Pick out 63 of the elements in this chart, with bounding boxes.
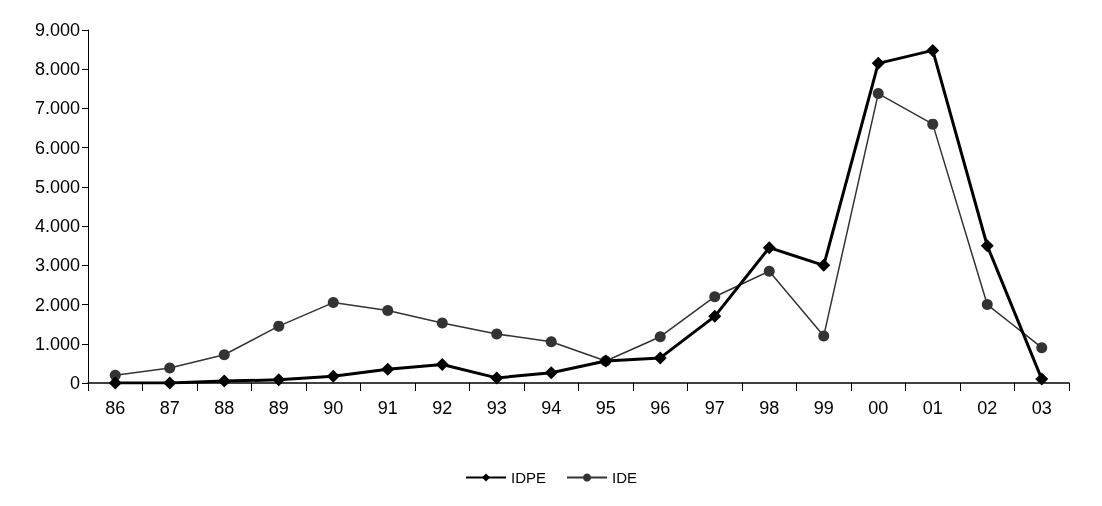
- point: [163, 376, 177, 390]
- x-tick-label: 01: [922, 398, 943, 418]
- point: [327, 297, 339, 309]
- point: [1035, 372, 1049, 386]
- point: [708, 309, 722, 323]
- y-tick-label: 8.000: [34, 59, 80, 80]
- point: [490, 371, 504, 385]
- point: [872, 88, 884, 100]
- point: [326, 369, 340, 383]
- point: [653, 351, 667, 365]
- point: [980, 239, 994, 253]
- x-tick-label: 99: [813, 398, 834, 418]
- x-tick-label: 03: [1031, 398, 1052, 418]
- legend-label: IDE: [612, 469, 638, 486]
- x-tick-label: 00: [868, 398, 889, 418]
- point: [436, 317, 448, 329]
- y-tick-label: 9.000: [34, 20, 80, 40]
- x-tick-label: 89: [268, 398, 289, 418]
- point: [927, 118, 939, 130]
- x-tick-label: 94: [541, 398, 562, 418]
- x-tick-label: 87: [159, 398, 180, 418]
- legend-label: IDPE: [510, 469, 547, 486]
- x-tick-label: 90: [323, 398, 344, 418]
- x-tick-label: 86: [105, 398, 126, 418]
- point: [218, 349, 230, 361]
- point: [871, 56, 885, 70]
- point: [762, 241, 776, 255]
- y-tick-label: 0: [69, 373, 80, 393]
- point: [545, 336, 557, 348]
- y-tick-label: 5.000: [34, 176, 80, 197]
- point: [381, 362, 395, 376]
- y-tick-label: 6.000: [34, 137, 80, 158]
- x-tick-label: 95: [595, 398, 616, 418]
- x-tick-label: 96: [650, 398, 671, 418]
- point: [108, 376, 122, 390]
- point: [435, 358, 449, 372]
- y-tick-label: 4.000: [34, 216, 80, 237]
- y-tick-label: 3.000: [34, 255, 80, 276]
- point: [544, 366, 558, 380]
- point: [817, 258, 831, 272]
- point: [654, 331, 666, 343]
- point: [491, 328, 503, 340]
- point: [1036, 342, 1048, 354]
- point: [926, 43, 940, 57]
- x-tick-label: 97: [704, 398, 725, 418]
- x-tick-label: 92: [432, 398, 453, 418]
- point: [273, 320, 285, 332]
- y-tick-label: 7.000: [34, 98, 80, 119]
- y-tick-label: 1.000: [34, 333, 80, 354]
- point: [217, 374, 231, 388]
- point: [272, 373, 286, 387]
- point: [709, 291, 721, 303]
- x-tick-label: 88: [214, 398, 235, 418]
- point: [763, 265, 775, 277]
- point: [818, 330, 830, 342]
- x-tick-label: 91: [377, 398, 398, 418]
- point: [382, 304, 394, 316]
- point: [164, 362, 176, 374]
- x-tick-label: 02: [977, 398, 998, 418]
- y-tick-label: 2.000: [34, 294, 80, 315]
- x-tick-label: 98: [759, 398, 780, 418]
- point: [981, 299, 993, 311]
- x-tick-label: 93: [486, 398, 507, 418]
